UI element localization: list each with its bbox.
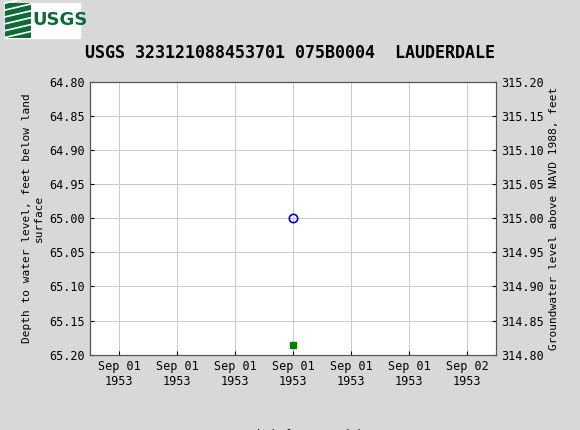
- Bar: [5, 3, 31, 37]
- Text: USGS: USGS: [32, 12, 87, 29]
- Y-axis label: Depth to water level, feet below land
surface: Depth to water level, feet below land su…: [22, 93, 44, 343]
- Bar: [5, 3, 80, 37]
- Y-axis label: Groundwater level above NAVD 1988, feet: Groundwater level above NAVD 1988, feet: [549, 86, 559, 350]
- Text: USGS 323121088453701 075B0004  LAUDERDALE: USGS 323121088453701 075B0004 LAUDERDALE: [85, 44, 495, 62]
- Legend: Period of approved data: Period of approved data: [201, 425, 385, 430]
